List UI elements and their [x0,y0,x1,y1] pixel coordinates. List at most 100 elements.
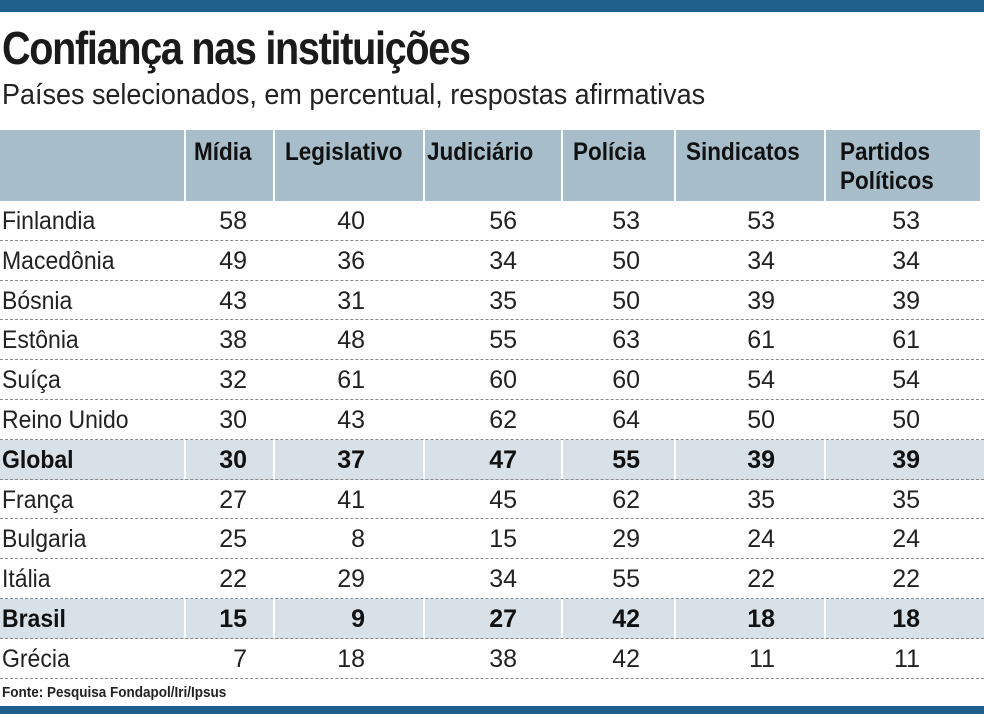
value-cell: 38 [489,644,517,673]
bottom-accent-bar [0,706,984,714]
column-separator [561,598,563,638]
value-cell: 38 [219,326,247,355]
value-cell: 50 [612,246,640,275]
value-cell: 35 [489,286,517,315]
value-cell: 50 [747,405,775,434]
value-cell: 39 [747,286,775,315]
value-cell: 43 [337,405,365,434]
header-label: Legislativo [285,138,403,166]
table-row: França 27 41 45 62 35 35 [0,480,984,520]
table-row: Brasil 15 9 27 42 18 18 [0,598,984,639]
value-cell: 9 [351,604,365,633]
value-cell: 24 [747,525,775,554]
value-cell: 15 [219,604,247,633]
value-cell: 18 [892,604,920,633]
value-cell: 22 [219,565,247,594]
table-row: Bósnia 43 31 35 50 39 39 [0,281,984,321]
column-separator [561,439,563,479]
value-cell: 55 [612,565,640,594]
country-label: Estônia [2,326,79,355]
value-cell: 42 [612,604,640,633]
header-cell: Sindicatos [676,130,824,201]
country-label: Grécia [2,644,70,673]
value-cell: 41 [337,485,365,514]
value-cell: 54 [892,366,920,395]
value-cell: 53 [892,207,920,235]
column-separator [184,439,186,479]
header-label-line: Partidos [840,138,931,166]
value-cell: 24 [892,525,920,554]
value-cell: 25 [219,525,247,554]
value-cell: 43 [219,286,247,315]
value-cell: 15 [489,525,517,554]
header-label: Mídia [194,138,252,166]
header-cell: Mídia [186,130,273,201]
value-cell: 50 [612,286,640,315]
value-cell: 54 [747,366,775,395]
value-cell: 60 [489,366,517,395]
header-label: Polícia [573,138,646,166]
value-cell: 61 [747,326,775,355]
header-cell: Legislativo [275,130,423,201]
value-cell: 31 [337,286,365,315]
table-body: Finlandia 58 40 56 53 53 53 Macedônia 49 36 34 50 34… [0,201,984,679]
header-cell: Judiciário [425,130,561,201]
value-cell: 8 [351,525,365,554]
value-cell: 39 [892,445,920,474]
value-cell: 30 [219,405,247,434]
value-cell: 53 [747,207,775,235]
value-cell: 34 [747,246,775,275]
country-label: Finlandia [2,207,96,235]
country-label: Brasil [2,604,66,633]
value-cell: 62 [489,405,517,434]
table-row: Finlandia 58 40 56 53 53 53 [0,201,984,241]
value-cell: 55 [612,445,640,474]
table-row: Grécia 7 18 38 42 11 11 [0,639,984,679]
country-label: Global [2,445,74,474]
value-cell: 48 [337,326,365,355]
value-cell: 50 [892,405,920,434]
value-cell: 7 [233,644,247,673]
value-cell: 34 [489,246,517,275]
country-label: Macedônia [2,246,115,275]
chart-subtitle: Países selecionados, em percentual, resp… [2,79,706,111]
header-cell-blank [0,130,184,201]
header-cell: Partidos Políticos [826,130,980,201]
top-accent-bar [0,0,984,12]
value-cell: 11 [894,644,920,673]
value-cell: 30 [219,445,247,474]
value-cell: 39 [892,286,920,315]
value-cell: 29 [337,565,365,594]
value-cell: 27 [489,604,517,633]
value-cell: 34 [892,246,920,275]
value-cell: 39 [747,445,775,474]
value-cell: 62 [612,485,640,514]
value-cell: 61 [337,366,365,395]
column-separator [674,439,676,479]
source-note: Fonte: Pesquisa Fondapol/Iri/Ipsus [2,684,227,701]
column-separator [273,439,275,479]
value-cell: 32 [219,366,247,395]
table-row: Estônia 38 48 55 63 61 61 [0,320,984,361]
value-cell: 18 [337,644,365,673]
country-label: Bósnia [2,286,73,315]
value-cell: 37 [337,445,365,474]
value-cell: 55 [489,326,517,355]
table-row: Macedônia 49 36 34 50 34 34 [0,241,984,281]
value-cell: 11 [749,644,775,673]
header-label: Partidos Políticos [840,138,934,196]
table-row: Bulgaria 25 8 15 29 24 24 [0,519,984,560]
column-separator [674,598,676,638]
value-cell: 35 [892,485,920,514]
value-cell: 22 [747,565,775,594]
country-label: França [2,485,74,514]
value-cell: 64 [612,405,640,434]
value-cell: 40 [337,207,365,235]
column-separator [824,598,826,638]
value-cell: 36 [337,246,365,275]
header-cell: Polícia [563,130,674,201]
value-cell: 49 [219,246,247,275]
value-cell: 56 [489,207,517,235]
header-label-line: Políticos [840,167,934,195]
column-separator [423,439,425,479]
